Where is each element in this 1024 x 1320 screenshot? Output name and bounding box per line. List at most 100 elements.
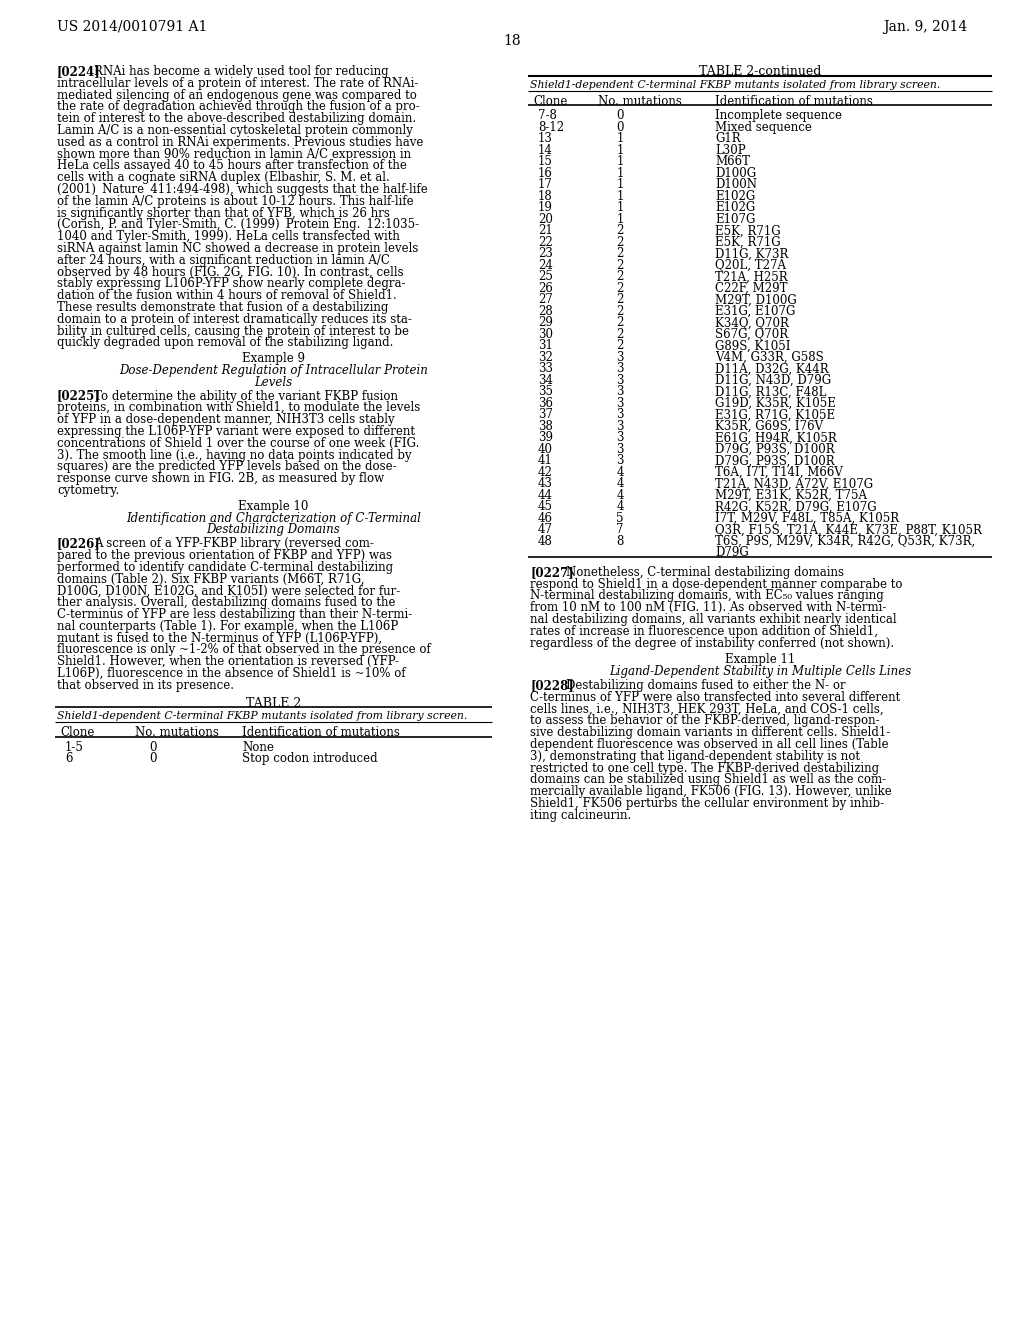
Text: bility in cultured cells, causing the protein of interest to be: bility in cultured cells, causing the pr… <box>57 325 409 338</box>
Text: [0226]: [0226] <box>57 537 100 550</box>
Text: N-terminal destabilizing domains, with EC₅₀ values ranging: N-terminal destabilizing domains, with E… <box>530 590 884 602</box>
Text: 0: 0 <box>150 741 157 754</box>
Text: 40: 40 <box>538 444 553 455</box>
Text: 1: 1 <box>616 190 624 203</box>
Text: 42: 42 <box>538 466 553 479</box>
Text: 24: 24 <box>538 259 553 272</box>
Text: 29: 29 <box>538 317 553 330</box>
Text: M29T, D100G: M29T, D100G <box>715 293 797 306</box>
Text: 1-5: 1-5 <box>65 741 84 754</box>
Text: cells with a cognate siRNA duplex (Elbashir, S. M. et al.: cells with a cognate siRNA duplex (Elbas… <box>57 172 390 185</box>
Text: K34Q, Q70R: K34Q, Q70R <box>715 317 788 330</box>
Text: 2: 2 <box>616 224 624 238</box>
Text: E107G: E107G <box>715 213 756 226</box>
Text: 22: 22 <box>538 236 553 249</box>
Text: 35: 35 <box>538 385 553 399</box>
Text: E102G: E102G <box>715 202 756 214</box>
Text: 43: 43 <box>538 478 553 491</box>
Text: 3: 3 <box>616 432 624 445</box>
Text: D11G, R13C, F48L: D11G, R13C, F48L <box>715 385 826 399</box>
Text: C-terminus of YFP are less destabilizing than their N-termi-: C-terminus of YFP are less destabilizing… <box>57 609 413 620</box>
Text: (2001)  Nature  411:494-498), which suggests that the half-life: (2001) Nature 411:494-498), which sugges… <box>57 183 428 195</box>
Text: 47: 47 <box>538 524 553 536</box>
Text: concentrations of Shield 1 over the course of one week (FIG.: concentrations of Shield 1 over the cour… <box>57 437 420 450</box>
Text: 2: 2 <box>616 317 624 330</box>
Text: 21: 21 <box>538 224 553 238</box>
Text: D79G: D79G <box>715 546 749 560</box>
Text: Shield1-dependent C-terminal FKBP mutants isolated from library screen.: Shield1-dependent C-terminal FKBP mutant… <box>530 79 940 90</box>
Text: 3: 3 <box>616 420 624 433</box>
Text: mercially available ligand, FK506 (FIG. 13). However, unlike: mercially available ligand, FK506 (FIG. … <box>530 785 892 799</box>
Text: 36: 36 <box>538 397 553 411</box>
Text: Identification of mutations: Identification of mutations <box>242 726 400 739</box>
Text: R42G, K52R, D79G, E107G: R42G, K52R, D79G, E107G <box>715 500 877 513</box>
Text: HeLa cells assayed 40 to 45 hours after transfection of the: HeLa cells assayed 40 to 45 hours after … <box>57 160 407 173</box>
Text: 33: 33 <box>538 363 553 375</box>
Text: 44: 44 <box>538 488 553 502</box>
Text: RNAi has become a widely used tool for reducing: RNAi has become a widely used tool for r… <box>94 65 389 78</box>
Text: Clone: Clone <box>60 726 94 739</box>
Text: Identification and Characterization of C-Terminal: Identification and Characterization of C… <box>126 512 421 524</box>
Text: 8: 8 <box>616 535 624 548</box>
Text: [0225]: [0225] <box>57 389 100 403</box>
Text: D100G, D100N, E102G, and K105I) were selected for fur-: D100G, D100N, E102G, and K105I) were sel… <box>57 585 400 598</box>
Text: E102G: E102G <box>715 190 756 203</box>
Text: stably expressing L106P-YFP show nearly complete degra-: stably expressing L106P-YFP show nearly … <box>57 277 406 290</box>
Text: 15: 15 <box>538 156 553 169</box>
Text: 39: 39 <box>538 432 553 445</box>
Text: 2: 2 <box>616 247 624 260</box>
Text: 20: 20 <box>538 213 553 226</box>
Text: Jan. 9, 2014: Jan. 9, 2014 <box>883 20 967 34</box>
Text: 3), demonstrating that ligand-dependent stability is not: 3), demonstrating that ligand-dependent … <box>530 750 860 763</box>
Text: A screen of a YFP-FKBP library (reversed com-: A screen of a YFP-FKBP library (reversed… <box>94 537 374 550</box>
Text: Shield1-dependent C-terminal FKBP mutants isolated from library screen.: Shield1-dependent C-terminal FKBP mutant… <box>57 711 467 722</box>
Text: siRNA against lamin NC showed a decrease in protein levels: siRNA against lamin NC showed a decrease… <box>57 242 419 255</box>
Text: Dose-Dependent Regulation of Intracellular Protein: Dose-Dependent Regulation of Intracellul… <box>119 364 428 378</box>
Text: 16: 16 <box>538 166 553 180</box>
Text: M29T, E31K, K52R, T75A: M29T, E31K, K52R, T75A <box>715 488 867 502</box>
Text: 25: 25 <box>538 271 553 284</box>
Text: domains can be stabilized using Shield1 as well as the com-: domains can be stabilized using Shield1 … <box>530 774 886 787</box>
Text: response curve shown in FIG. 2B, as measured by flow: response curve shown in FIG. 2B, as meas… <box>57 473 384 486</box>
Text: (Corish, P. and Tyler-Smith, C. (1999)  Protein Eng.  12:1035-: (Corish, P. and Tyler-Smith, C. (1999) P… <box>57 218 419 231</box>
Text: 19: 19 <box>538 202 553 214</box>
Text: These results demonstrate that fusion of a destabilizing: These results demonstrate that fusion of… <box>57 301 388 314</box>
Text: C-terminus of YFP were also transfected into several different: C-terminus of YFP were also transfected … <box>530 690 900 704</box>
Text: 41: 41 <box>538 454 553 467</box>
Text: 4: 4 <box>616 466 624 479</box>
Text: E61G, H94R, K105R: E61G, H94R, K105R <box>715 432 837 445</box>
Text: 14: 14 <box>538 144 553 157</box>
Text: 48: 48 <box>538 535 553 548</box>
Text: E5K, R71G: E5K, R71G <box>715 224 780 238</box>
Text: V4M, G33R, G58S: V4M, G33R, G58S <box>715 351 823 364</box>
Text: 3: 3 <box>616 408 624 421</box>
Text: L30P: L30P <box>715 144 745 157</box>
Text: 17: 17 <box>538 178 553 191</box>
Text: respond to Shield1 in a dose-dependent manner comparabe to: respond to Shield1 in a dose-dependent m… <box>530 578 902 590</box>
Text: 31: 31 <box>538 339 553 352</box>
Text: 4: 4 <box>616 478 624 491</box>
Text: US 2014/0010791 A1: US 2014/0010791 A1 <box>57 20 208 34</box>
Text: 2: 2 <box>616 339 624 352</box>
Text: 6: 6 <box>65 752 73 766</box>
Text: shown more than 90% reduction in lamin A/C expression in: shown more than 90% reduction in lamin A… <box>57 148 411 161</box>
Text: 37: 37 <box>538 408 553 421</box>
Text: Q20L, T27A: Q20L, T27A <box>715 259 786 272</box>
Text: 1: 1 <box>616 213 624 226</box>
Text: 2: 2 <box>616 327 624 341</box>
Text: Levels: Levels <box>254 376 293 389</box>
Text: T21A, N43D, A72V, E107G: T21A, N43D, A72V, E107G <box>715 478 873 491</box>
Text: TABLE 2-continued: TABLE 2-continued <box>698 65 821 78</box>
Text: nal counterparts (Table 1). For example, when the L106P: nal counterparts (Table 1). For example,… <box>57 620 398 632</box>
Text: 1: 1 <box>616 166 624 180</box>
Text: 23: 23 <box>538 247 553 260</box>
Text: Nonetheless, C-terminal destabilizing domains: Nonetheless, C-terminal destabilizing do… <box>566 566 844 579</box>
Text: quickly degraded upon removal of the stabilizing ligand.: quickly degraded upon removal of the sta… <box>57 337 393 350</box>
Text: TABLE 2: TABLE 2 <box>246 697 301 710</box>
Text: 4: 4 <box>616 500 624 513</box>
Text: sive destabilizing domain variants in different cells. Shield1-: sive destabilizing domain variants in di… <box>530 726 890 739</box>
Text: 27: 27 <box>538 293 553 306</box>
Text: M66T: M66T <box>715 156 750 169</box>
Text: of the lamin A/C proteins is about 10-12 hours. This half-life: of the lamin A/C proteins is about 10-12… <box>57 195 414 207</box>
Text: 3: 3 <box>616 385 624 399</box>
